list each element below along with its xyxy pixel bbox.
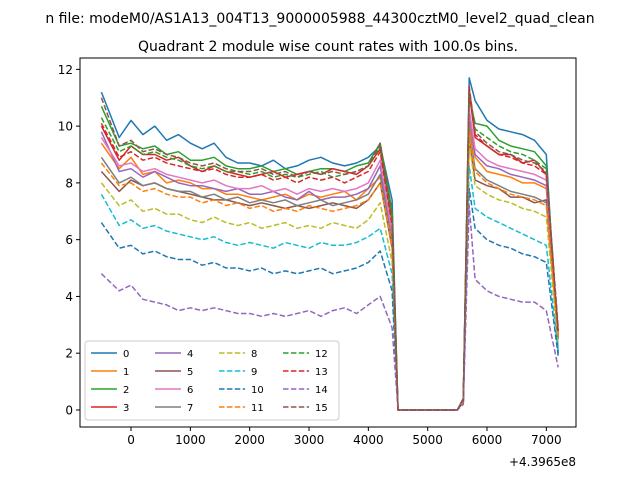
y-tick-label: 4 xyxy=(65,290,73,304)
y-tick-label: 2 xyxy=(65,347,73,361)
series-line-10 xyxy=(100,187,559,411)
x-tick-label: 7000 xyxy=(531,433,562,447)
legend-label-4: 4 xyxy=(187,349,193,360)
legend-label-1: 1 xyxy=(123,367,129,378)
series-line-15 xyxy=(100,91,559,411)
x-tick-label: 6000 xyxy=(472,433,503,447)
x-tick-label: 4000 xyxy=(353,433,384,447)
legend-label-12: 12 xyxy=(315,349,328,360)
y-tick-label: 8 xyxy=(65,176,73,190)
series-layer xyxy=(100,77,559,411)
y-tick-label: 10 xyxy=(58,120,73,134)
x-offset-label: +4.3965e8 xyxy=(509,455,576,469)
y-tick-label: 0 xyxy=(65,403,73,417)
series-line-2 xyxy=(100,96,559,411)
y-tick-label: 12 xyxy=(58,63,73,77)
legend-label-13: 13 xyxy=(315,367,328,378)
series-line-7 xyxy=(100,128,559,411)
x-tick-label: 5000 xyxy=(412,433,443,447)
x-tick-label: 3000 xyxy=(294,433,325,447)
legend-label-3: 3 xyxy=(123,403,129,414)
series-line-12 xyxy=(100,88,559,411)
x-tick-label: 2000 xyxy=(234,433,265,447)
series-line-0 xyxy=(100,77,559,411)
chart-suptitle: n file: modeM0/AS1A13_004T13_9000005988_… xyxy=(45,11,594,27)
legend-label-7: 7 xyxy=(187,403,193,414)
legend-label-0: 0 xyxy=(123,349,129,360)
legend-label-2: 2 xyxy=(123,385,129,396)
series-line-14 xyxy=(100,204,559,411)
legend-label-10: 10 xyxy=(251,385,264,396)
series-line-13 xyxy=(100,85,559,411)
series-line-8 xyxy=(100,142,559,411)
chart-title: Quadrant 2 module wise count rates with … xyxy=(138,39,518,55)
series-line-6 xyxy=(100,108,559,411)
series-line-1 xyxy=(100,122,559,411)
x-tick-label: 0 xyxy=(127,433,135,447)
legend-label-9: 9 xyxy=(251,367,257,378)
legend-frame xyxy=(84,340,340,421)
x-tick-label: 1000 xyxy=(175,433,206,447)
legend-label-11: 11 xyxy=(251,403,264,414)
legend-label-8: 8 xyxy=(251,349,257,360)
legend-label-15: 15 xyxy=(315,403,328,414)
legend-label-14: 14 xyxy=(315,385,328,396)
y-tick-label: 6 xyxy=(65,233,73,247)
legend-label-5: 5 xyxy=(187,367,193,378)
legend-label-6: 6 xyxy=(187,385,193,396)
plot-frame xyxy=(79,57,577,428)
